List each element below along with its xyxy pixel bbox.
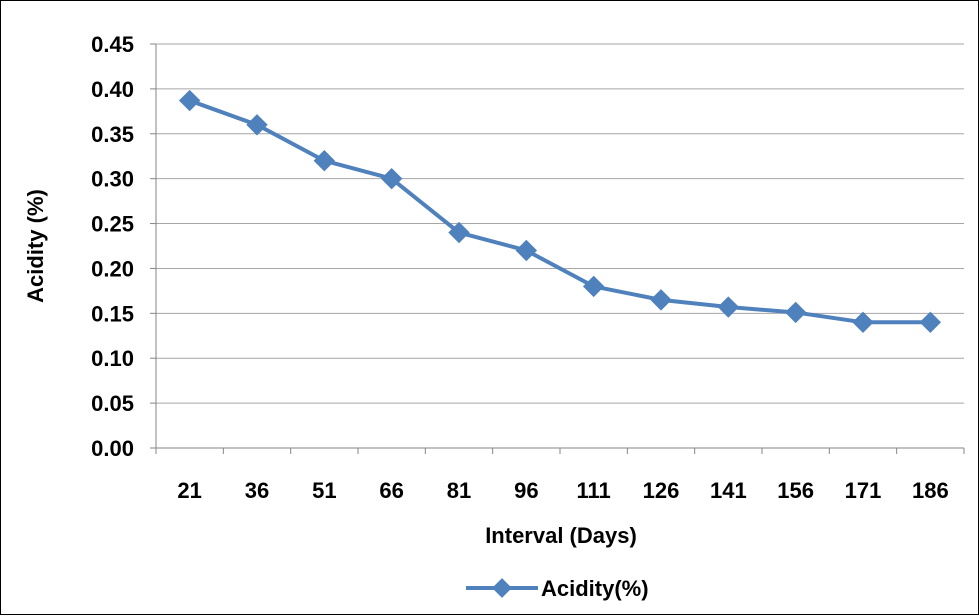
data-point-marker — [717, 296, 740, 318]
x-tick-label: 111 — [577, 478, 611, 503]
data-point-marker — [852, 311, 874, 334]
y-tick-label: 0.45 — [91, 32, 134, 57]
legend-label: Acidity(%) — [541, 576, 649, 601]
x-tick-label: 171 — [845, 478, 882, 503]
x-tick-label: 96 — [514, 478, 538, 503]
y-tick-label: 0.05 — [91, 391, 134, 416]
x-axis-title: Interval (Days) — [485, 523, 637, 548]
x-tick-label: 126 — [643, 478, 680, 503]
data-point-marker — [582, 275, 605, 298]
legend: Acidity(%) — [466, 576, 649, 601]
y-axis-title: Acidity (%) — [23, 189, 48, 303]
x-tick-label: 21 — [177, 478, 201, 503]
data-point-marker — [919, 311, 942, 334]
data-point-marker — [313, 150, 336, 172]
y-tick-label: 0.10 — [91, 346, 134, 371]
data-point-marker — [246, 114, 268, 136]
data-point-marker — [784, 301, 807, 324]
y-tick-label: 0.00 — [91, 436, 134, 461]
data-point-marker — [448, 221, 470, 244]
series-line — [188, 98, 931, 325]
x-tick-label: 36 — [245, 478, 269, 503]
x-tick-label: 186 — [912, 478, 949, 503]
data-point-marker — [515, 239, 538, 262]
y-tick-label: 0.30 — [91, 167, 134, 192]
y-tick-label: 0.25 — [91, 212, 134, 237]
x-tick-labels: 21 36 51 66 81 96 111 126 141 156 171 186 — [177, 478, 948, 503]
axes — [150, 43, 965, 454]
x-tick-label: 81 — [447, 478, 471, 503]
x-tick-label: 66 — [379, 478, 403, 503]
x-tick-label: 51 — [312, 478, 336, 503]
y-tick-label: 0.35 — [91, 122, 134, 147]
y-tick-label: 0.20 — [91, 256, 134, 281]
data-point-marker — [178, 89, 201, 112]
gridlines — [156, 43, 964, 404]
y-tick-labels: 0.00 0.05 0.10 0.15 0.20 0.25 0.30 0.35 0.40 0.45 — [91, 32, 134, 461]
legend-diamond-marker — [492, 578, 512, 598]
y-tick-label: 0.15 — [91, 301, 134, 326]
x-tick-label: 156 — [777, 478, 814, 503]
data-point-marker — [650, 289, 672, 311]
series-layer — [178, 89, 942, 334]
x-tick-label: 141 — [710, 478, 747, 503]
data-point-marker — [380, 167, 403, 190]
y-tick-label: 0.40 — [91, 77, 134, 102]
